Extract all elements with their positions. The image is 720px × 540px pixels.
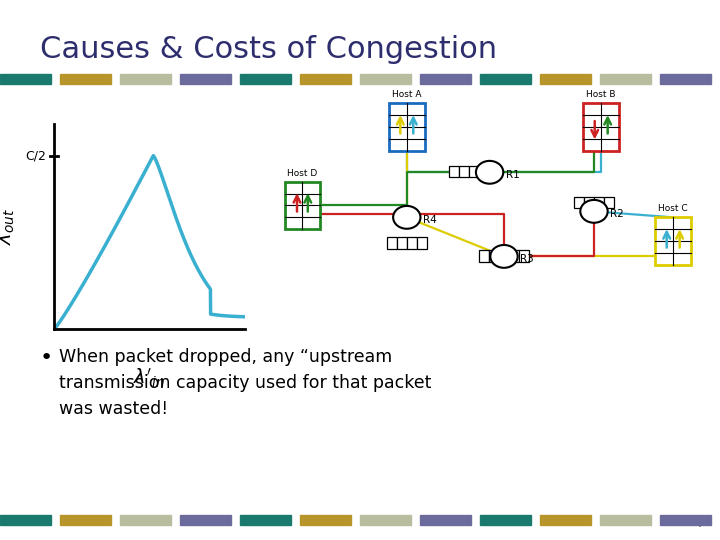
Bar xyxy=(540,515,591,525)
Bar xyxy=(120,515,171,525)
Bar xyxy=(469,166,479,178)
Bar xyxy=(120,74,171,84)
Bar xyxy=(594,197,604,208)
Circle shape xyxy=(580,200,608,223)
Text: Causes & Costs of Congestion: Causes & Costs of Congestion xyxy=(40,35,497,64)
FancyBboxPatch shape xyxy=(285,182,320,228)
Bar xyxy=(604,197,614,208)
Text: $\lambda'_{in}$: $\lambda'_{in}$ xyxy=(133,366,166,390)
Bar xyxy=(180,74,231,84)
Bar xyxy=(660,74,711,84)
Bar xyxy=(397,237,407,248)
Text: Host B: Host B xyxy=(587,90,616,99)
Bar xyxy=(60,515,111,525)
Bar xyxy=(300,74,351,84)
Text: $\lambda_{out}$: $\lambda_{out}$ xyxy=(0,208,17,245)
Bar xyxy=(509,250,519,261)
Text: C/2: C/2 xyxy=(25,149,46,162)
FancyBboxPatch shape xyxy=(389,103,425,151)
Bar xyxy=(0,515,51,525)
Bar xyxy=(499,250,509,261)
Bar xyxy=(60,74,111,84)
Text: •: • xyxy=(40,348,53,368)
Bar xyxy=(479,166,489,178)
Text: R2: R2 xyxy=(611,210,624,219)
FancyBboxPatch shape xyxy=(655,217,691,265)
Bar xyxy=(417,237,427,248)
Bar xyxy=(600,74,651,84)
Circle shape xyxy=(490,245,518,268)
Bar xyxy=(180,515,231,525)
Bar xyxy=(240,74,291,84)
Text: R4: R4 xyxy=(423,215,437,225)
Bar xyxy=(420,515,471,525)
Bar xyxy=(449,166,459,178)
Circle shape xyxy=(393,206,420,229)
Bar xyxy=(584,197,594,208)
Bar xyxy=(660,515,711,525)
Bar xyxy=(420,74,471,84)
Text: R1: R1 xyxy=(505,170,520,180)
Circle shape xyxy=(476,161,503,184)
Bar xyxy=(240,515,291,525)
Text: Host A: Host A xyxy=(392,90,421,99)
Bar xyxy=(519,250,529,261)
Bar xyxy=(479,250,489,261)
Bar xyxy=(540,74,591,84)
Bar xyxy=(489,166,499,178)
Bar xyxy=(459,166,469,178)
Text: When packet dropped, any “upstream
transmission capacity used for that packet
wa: When packet dropped, any “upstream trans… xyxy=(59,348,431,418)
Text: Host D: Host D xyxy=(287,170,318,178)
Bar xyxy=(600,515,651,525)
Bar xyxy=(360,515,411,525)
Bar xyxy=(480,515,531,525)
Text: R3: R3 xyxy=(521,254,534,265)
Bar xyxy=(407,237,417,248)
Bar xyxy=(0,74,51,84)
Bar xyxy=(300,515,351,525)
Bar xyxy=(574,197,584,208)
Bar xyxy=(387,237,397,248)
FancyBboxPatch shape xyxy=(583,103,619,151)
Text: Host C: Host C xyxy=(658,204,688,213)
Text: 4: 4 xyxy=(693,516,702,530)
Bar xyxy=(480,74,531,84)
Bar xyxy=(360,74,411,84)
Bar xyxy=(489,250,499,261)
